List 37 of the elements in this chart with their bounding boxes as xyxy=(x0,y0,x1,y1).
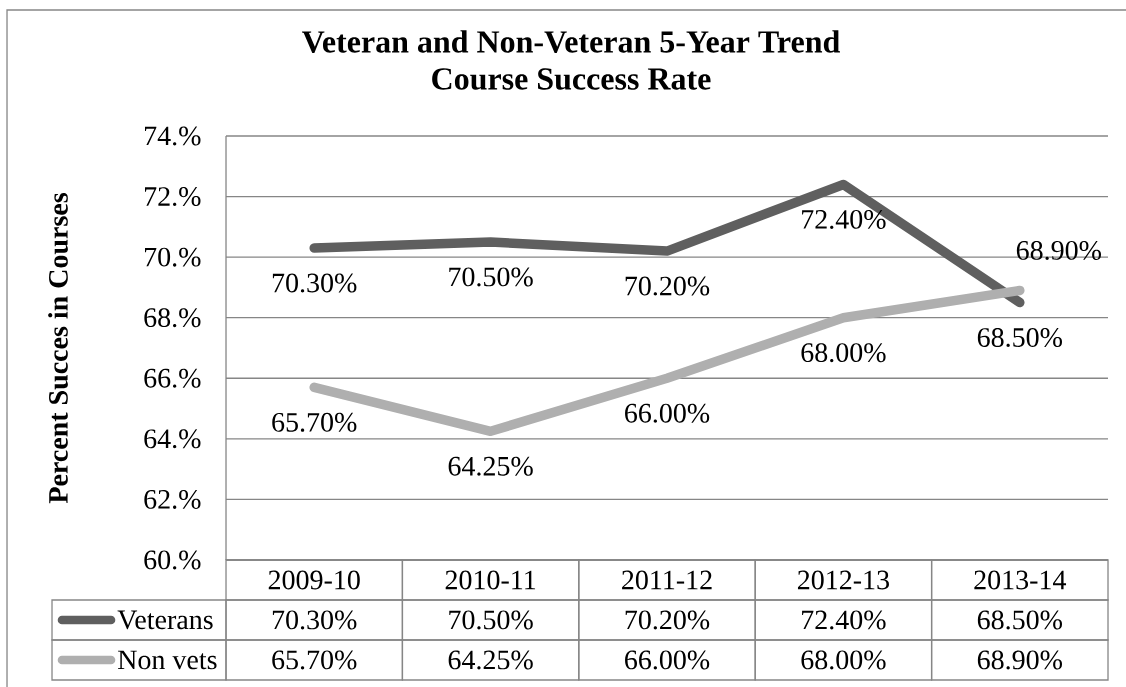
y-tick-label: 68.% xyxy=(144,308,201,328)
legend-label: Non vets xyxy=(118,650,217,670)
x-tick-label: 2012-13 xyxy=(797,570,889,590)
text: 72.40% xyxy=(802,209,886,229)
data-label: 68.90% xyxy=(977,650,1063,670)
x-tick-label: 2013-14 xyxy=(974,570,1067,590)
data-label: 66.00% xyxy=(625,650,710,670)
text: 66.00% xyxy=(625,403,710,423)
y-tick-label: 66.% xyxy=(144,368,201,388)
chart-title: Veteran and Non-Veteran 5-Year Trend Course Success Rate xyxy=(302,30,840,90)
data-label: 68.00% xyxy=(801,650,886,670)
data-label: 70.30% xyxy=(272,610,357,630)
y-tick-label: 72.% xyxy=(145,187,201,207)
text: 70.50% xyxy=(449,267,533,287)
text: 68.00% xyxy=(801,343,886,363)
text: 65.70% xyxy=(272,412,357,432)
text: 64.25% xyxy=(448,456,533,476)
y-axis-title: Percent Succes in Courses xyxy=(48,193,68,504)
data-label: 68.50% xyxy=(977,610,1063,630)
x-tick-label: 2011-12 xyxy=(622,570,712,590)
data-label: 70.50% xyxy=(449,610,533,630)
y-tick-label: 74.% xyxy=(145,126,201,146)
x-tick-label: 2010-11 xyxy=(445,570,536,590)
text: 70.20% xyxy=(625,276,710,296)
data-label: 64.25% xyxy=(448,650,533,670)
y-tick-label: 62.% xyxy=(144,489,201,509)
y-tick-label: 70.% xyxy=(145,247,201,267)
legend-label: Veterans xyxy=(117,610,213,630)
text: 70.30% xyxy=(272,273,357,293)
y-tick-label: 60.% xyxy=(144,550,201,570)
text: 68.50% xyxy=(977,328,1062,348)
data-label: 72.40% xyxy=(802,610,886,630)
y-tick-label: 64.% xyxy=(144,429,201,449)
x-tick-label: 2009-10 xyxy=(268,570,360,590)
text: 68.90% xyxy=(1016,240,1101,260)
data-label: 70.20% xyxy=(625,610,710,630)
data-label: 65.70% xyxy=(272,650,357,670)
